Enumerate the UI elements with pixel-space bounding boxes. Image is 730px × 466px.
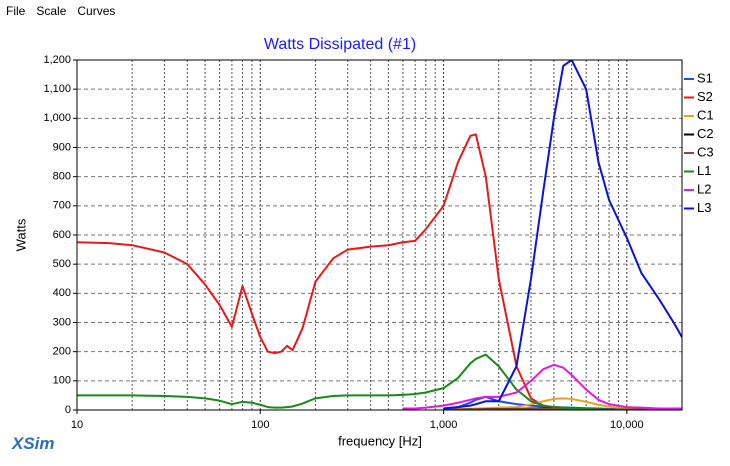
y-tick-label: 1,100 bbox=[43, 83, 71, 95]
y-tick-label: 800 bbox=[53, 171, 71, 183]
y-tick-label: 700 bbox=[53, 200, 71, 212]
legend-label: C2 bbox=[697, 126, 714, 141]
plot-border bbox=[76, 59, 683, 411]
y-tick-label: 1,000 bbox=[43, 112, 71, 124]
legend-label: L2 bbox=[697, 181, 711, 196]
x-axis-label: frequency [Hz] bbox=[338, 433, 422, 448]
menu-item[interactable]: Scale bbox=[36, 4, 67, 18]
brand-logo: XSim bbox=[12, 434, 55, 453]
x-tick-label: 10,000 bbox=[610, 419, 644, 431]
series-line bbox=[443, 60, 682, 410]
y-tick-label: 0 bbox=[65, 404, 71, 416]
y-tick-label: 500 bbox=[53, 258, 71, 270]
plot-lines bbox=[77, 60, 682, 410]
legend-label: L1 bbox=[697, 163, 711, 178]
chart-title: Watts Dissipated (#1) bbox=[264, 36, 416, 53]
x-tick-label: 1,000 bbox=[430, 419, 458, 431]
menu-item[interactable]: File bbox=[6, 4, 26, 18]
y-tick-label: 1,200 bbox=[43, 54, 71, 66]
menu-item[interactable]: Curves bbox=[77, 4, 116, 18]
x-tick-label: 100 bbox=[251, 419, 269, 431]
legend-label: C1 bbox=[697, 107, 714, 122]
x-tick-label: 10 bbox=[71, 419, 83, 431]
y-axis-label: Watts bbox=[13, 218, 28, 251]
menu-bar: File Scale Curves bbox=[0, 0, 120, 22]
y-tick-label: 400 bbox=[53, 287, 71, 299]
legend-label: C3 bbox=[697, 144, 714, 159]
y-tick-label: 100 bbox=[53, 375, 71, 387]
y-tick-label: 300 bbox=[53, 316, 71, 328]
series-line bbox=[77, 353, 682, 410]
y-tick-label: 900 bbox=[53, 141, 71, 153]
legend-label: S1 bbox=[697, 70, 713, 85]
legend-label: S2 bbox=[697, 89, 713, 104]
y-tick-label: 600 bbox=[53, 229, 71, 241]
series-line bbox=[402, 363, 682, 410]
y-tick-label: 200 bbox=[53, 346, 71, 358]
legend-label: L3 bbox=[697, 200, 711, 215]
